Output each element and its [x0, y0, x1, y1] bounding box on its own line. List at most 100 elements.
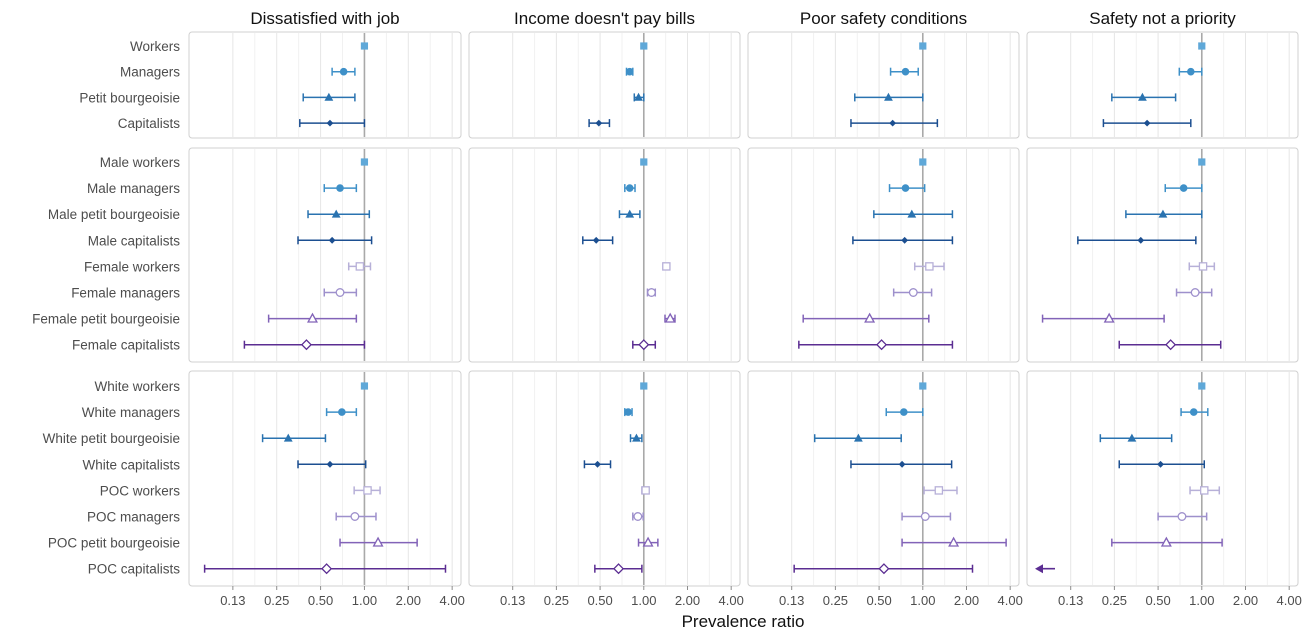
point-estimate — [864, 312, 876, 323]
row-label: POC petit bourgeoisie — [48, 536, 180, 551]
point-estimate — [335, 288, 345, 297]
point-estimate — [1198, 382, 1206, 390]
point-estimate — [1198, 42, 1206, 50]
point-estimate — [640, 42, 648, 50]
point-estimate — [642, 536, 654, 547]
row-label: White capitalists — [82, 457, 180, 472]
point-estimate — [1160, 536, 1172, 547]
point-estimate — [624, 408, 632, 416]
point-estimate — [595, 119, 603, 127]
x-tick-label: 0.13 — [1058, 593, 1083, 608]
point-estimate — [640, 382, 648, 390]
point-estimate — [1138, 92, 1147, 101]
x-tick-label: 0.50 — [1145, 593, 1170, 608]
x-tick-label: 0.13 — [500, 593, 525, 608]
point-estimate — [326, 460, 334, 468]
point-estimate — [336, 184, 344, 192]
panel-frame — [468, 31, 741, 139]
point-estimate — [1143, 119, 1151, 127]
row-label: White workers — [94, 379, 180, 394]
x-tick-label: 2.00 — [396, 593, 421, 608]
panel-frame — [468, 370, 741, 587]
point-estimate — [641, 486, 650, 495]
point-estimate — [898, 460, 906, 468]
row-label: White petit bourgeoisie — [43, 431, 180, 446]
point-estimate — [638, 339, 650, 351]
row-label: Male capitalists — [88, 233, 181, 248]
point-estimate — [647, 288, 656, 297]
point-estimate — [901, 184, 910, 192]
point-estimate — [338, 408, 346, 416]
point-estimate — [355, 262, 365, 271]
x-tick-label: 2.00 — [954, 593, 979, 608]
row-label: POC capitalists — [88, 562, 181, 577]
point-estimate — [625, 184, 634, 192]
panel-frame — [747, 147, 1020, 363]
x-tick-label: 0.50 — [866, 593, 891, 608]
panel-frame — [747, 31, 1020, 139]
x-tick-label: 0.50 — [308, 593, 333, 608]
point-estimate — [884, 92, 893, 101]
row-label: Workers — [130, 39, 180, 54]
point-estimate — [321, 563, 333, 575]
row-label: Female capitalists — [72, 338, 180, 353]
point-estimate — [900, 408, 908, 416]
point-estimate — [594, 460, 601, 468]
panel-frame — [747, 370, 1020, 587]
panel-frame — [1026, 147, 1299, 363]
point-estimate — [907, 209, 917, 218]
point-estimate — [1187, 67, 1195, 76]
point-estimate — [360, 42, 369, 50]
point-estimate — [948, 536, 960, 547]
x-tick-label: 1.00 — [910, 593, 935, 608]
point-estimate — [1200, 486, 1209, 495]
x-tick-label: 4.00 — [440, 593, 465, 608]
facet-title: Dissatisfied with job — [250, 9, 399, 28]
point-estimate — [925, 262, 934, 271]
x-tick-label: 4.00 — [998, 593, 1023, 608]
point-estimate — [876, 339, 888, 351]
x-tick-label: 0.13 — [220, 593, 245, 608]
point-estimate — [331, 209, 341, 218]
facet-title: Income doesn't pay bills — [514, 9, 695, 28]
point-estimate — [324, 92, 334, 101]
x-tick-label: 0.25 — [1102, 593, 1127, 608]
x-tick-label: 2.00 — [1233, 593, 1258, 608]
point-estimate — [919, 158, 927, 166]
x-tick-label: 1.00 — [352, 593, 377, 608]
panel-frame — [468, 147, 741, 363]
point-estimate — [1179, 184, 1188, 192]
point-estimate — [625, 67, 634, 76]
point-estimate — [1190, 288, 1200, 297]
point-estimate — [1165, 339, 1177, 351]
point-estimate — [300, 339, 312, 351]
point-estimate — [625, 209, 635, 218]
row-label: POC workers — [100, 483, 181, 498]
x-tick-label: 0.25 — [264, 593, 289, 608]
x-tick-label: 4.00 — [719, 593, 744, 608]
point-estimate — [901, 236, 909, 244]
row-label: POC managers — [87, 510, 180, 525]
row-label: Female workers — [84, 259, 180, 274]
point-estimate — [919, 42, 927, 50]
point-estimate — [878, 563, 890, 575]
point-estimate — [350, 512, 360, 521]
point-estimate — [632, 433, 641, 442]
x-tick-label: 0.25 — [544, 593, 569, 608]
point-estimate — [934, 486, 944, 495]
point-estimate — [662, 262, 671, 271]
point-estimate — [1189, 408, 1198, 416]
row-label: White managers — [82, 405, 181, 420]
x-tick-label: 2.00 — [675, 593, 700, 608]
point-estimate — [306, 312, 318, 323]
panel-frame — [1026, 31, 1299, 139]
point-estimate — [592, 236, 600, 244]
row-label: Male workers — [100, 155, 181, 170]
point-estimate — [919, 382, 927, 390]
point-estimate — [1198, 158, 1206, 166]
point-estimate — [633, 512, 643, 521]
point-estimate — [360, 158, 369, 166]
row-label: Petit bourgeoisie — [79, 90, 180, 105]
point-estimate — [1127, 433, 1137, 442]
